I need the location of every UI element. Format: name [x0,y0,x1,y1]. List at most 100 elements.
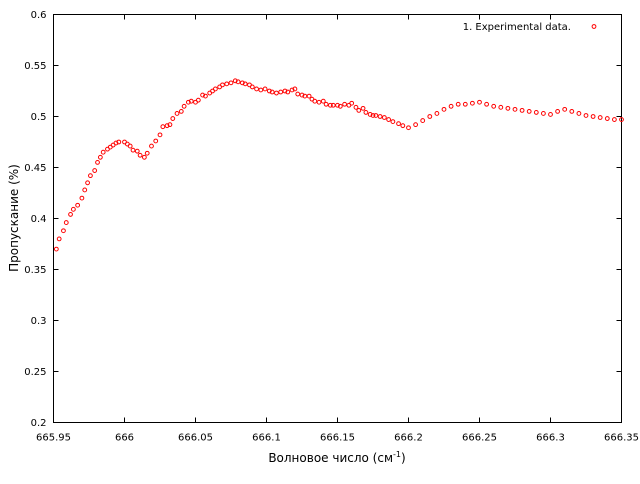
data-point [562,106,568,112]
data-point [477,99,482,105]
data-point [381,115,387,120]
data-point [353,104,359,110]
data-point [88,173,93,179]
data-point [116,139,122,145]
data-point [320,98,326,104]
data-point [149,143,154,149]
y-tick-label: 0.5 [31,112,47,123]
data-point [95,160,100,165]
data-point [178,109,184,114]
legend-label: 1. Experimental data. [463,22,571,33]
data-point [312,98,318,104]
data-point [612,117,617,122]
x-tick-label: 666.2 [394,433,423,444]
data-point [170,116,176,121]
plot-frame [53,14,622,423]
data-point [583,113,589,118]
data-point [505,105,511,111]
data-point [390,119,396,124]
data-point [144,150,150,156]
data-point [323,101,329,107]
y-tick-label: 0.55 [24,61,46,72]
data-point [285,89,291,95]
x-tick-label: 666.35 [604,433,639,444]
data-point [137,152,143,158]
data-point [63,220,69,225]
data-point [356,107,362,113]
data-point [239,80,245,86]
y-tick-label: 0.35 [24,265,46,276]
x-tick-label: 666.15 [320,433,355,444]
y-tick-label: 0.2 [31,418,47,429]
data-point [212,86,218,92]
y-axis-title: Пропускание (%) [7,164,21,272]
data-point [174,111,180,116]
y-tick-label: 0.25 [24,367,46,378]
x-tick-label: 665.95 [36,433,71,444]
y-tick-label: 0.6 [31,10,47,21]
data-point [373,113,379,118]
data-point [75,202,81,208]
data-point [141,154,147,160]
data-points [53,78,624,252]
data-point [555,109,560,114]
data-point [269,89,275,95]
data-point [167,122,173,128]
data-point [53,246,59,252]
data-point [113,140,119,146]
data-point [576,111,582,116]
data-point [289,87,295,93]
data-point [282,88,288,94]
x-axis-title-main: Волновое число (см [268,451,393,465]
data-point [61,228,66,234]
data-point [79,195,85,201]
data-point [56,236,62,242]
data-point [569,109,575,114]
data-point [181,103,187,109]
data-point [228,80,234,86]
data-point [413,122,419,128]
data-point [220,82,225,88]
data-point [224,81,230,87]
data-point [316,99,322,105]
data-point [130,147,136,153]
data-point [400,123,406,129]
data-point [295,91,301,97]
data-point [258,87,264,93]
data-point [328,102,333,108]
data-point [533,110,539,115]
data-point [462,101,468,107]
data-point [274,90,279,96]
data-point [548,112,553,117]
data-point [195,97,201,103]
x-tick-label: 666.25 [462,433,497,444]
data-point [232,78,238,84]
x-tick-label: 666 [115,433,134,444]
data-point [92,168,98,173]
data-point [70,206,76,212]
data-point [370,113,376,118]
data-point [386,117,392,122]
data-point [100,149,106,155]
y-tick-label: 0.4 [31,214,47,225]
data-point [519,107,525,113]
data-point [396,121,401,127]
data-point [160,124,166,130]
data-point [590,114,596,119]
data-point [262,86,268,92]
data-point [203,93,208,99]
data-point [491,103,497,109]
x-tick-label: 666.3 [536,433,565,444]
data-point [200,92,206,98]
data-point [254,86,259,92]
data-point [157,132,163,138]
data-point [299,92,305,98]
x-axis-title-superscript: -1 [393,450,401,459]
data-point [82,187,88,193]
y-tick-label: 0.45 [24,163,46,174]
data-point [484,101,490,107]
x-axis-title-tail: ) [401,451,406,465]
data-point [349,100,355,106]
